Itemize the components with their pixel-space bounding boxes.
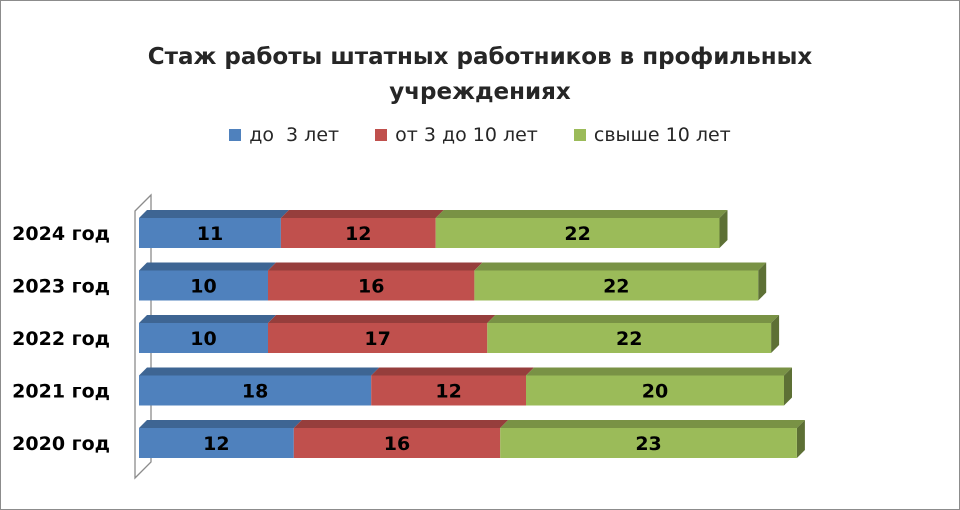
- chart-title: Стаж работы штатных работников в профиль…: [130, 40, 830, 110]
- data-label-3-to-10-years-2021: 12: [435, 381, 461, 403]
- data-label-3-to-10-years-2024: 12: [345, 223, 371, 245]
- bar-3-to-10-years-2022: [268, 323, 488, 353]
- category-label-2024: 2024 год: [12, 223, 110, 245]
- bar-over-10-years-2023: [474, 270, 759, 301]
- data-label-3-to-10-years-2023: 16: [358, 276, 384, 298]
- legend-label-over-10-years: свыше 10 лет: [593, 124, 731, 146]
- bar-top-3-to-10-years-2020: [293, 420, 509, 428]
- bar-over-10-years-2024: [435, 218, 720, 248]
- y-axis-wall: [134, 193, 152, 480]
- legend-item-under-3-years: до 3 лет: [229, 124, 339, 146]
- bar-over-10-years-2020: [500, 428, 797, 458]
- data-label-over-10-years-2023: 22: [603, 276, 629, 298]
- category-label-2022: 2022 год: [12, 328, 110, 350]
- bar-side-over-10-years-2023: [758, 262, 767, 301]
- bar-3-to-10-years-2021: [371, 375, 526, 406]
- bar-3-to-10-years-2023: [268, 270, 475, 301]
- bar-under-3-years-2024: [139, 218, 281, 248]
- bar-top-under-3-years-2023: [139, 262, 276, 271]
- data-label-3-to-10-years-2020: 16: [384, 433, 410, 455]
- bar-top-3-to-10-years-2024: [280, 210, 444, 218]
- category-label-2020: 2020 год: [12, 433, 110, 455]
- bar-top-under-3-years-2020: [139, 420, 302, 428]
- bar-top-3-to-10-years-2021: [371, 367, 534, 376]
- chart-title-line-2: учреждениях: [389, 79, 571, 105]
- bar-top-over-10-years-2021: [526, 367, 792, 376]
- bar-over-10-years-2022: [487, 323, 772, 353]
- bar-under-3-years-2020: [139, 428, 294, 458]
- legend-swatch-3-to-10-years: [375, 129, 388, 141]
- bar-3-to-10-years-2024: [280, 218, 436, 248]
- data-label-over-10-years-2021: 20: [642, 381, 668, 403]
- category-label-2021: 2021 год: [12, 381, 110, 403]
- category-label-2023: 2023 год: [12, 276, 110, 298]
- data-label-under-3-years-2024: 11: [197, 223, 223, 245]
- bar-under-3-years-2021: [139, 375, 372, 406]
- legend-item-over-10-years: свыше 10 лет: [573, 124, 731, 146]
- data-label-over-10-years-2024: 22: [564, 223, 590, 245]
- legend-label-under-3-years: до 3 лет: [249, 124, 340, 146]
- bar-side-over-10-years-2020: [796, 420, 805, 458]
- bar-side-over-10-years-2022: [771, 315, 780, 353]
- bar-top-over-10-years-2020: [500, 420, 805, 428]
- bar-side-over-10-years-2024: [719, 210, 728, 248]
- data-label-under-3-years-2023: 10: [190, 276, 216, 298]
- bar-over-10-years-2021: [526, 375, 784, 406]
- bar-top-3-to-10-years-2022: [268, 315, 496, 323]
- legend-swatch-over-10-years: [573, 129, 586, 141]
- chart-legend: до 3 лет от 3 до 10 лет свыше 10 лет: [0, 124, 960, 146]
- bar-3-to-10-years-2020: [293, 428, 501, 458]
- data-label-under-3-years-2020: 12: [203, 433, 229, 455]
- legend-item-3-to-10-years: от 3 до 10 лет: [375, 124, 538, 146]
- data-label-under-3-years-2022: 10: [190, 328, 216, 350]
- data-label-under-3-years-2021: 18: [242, 381, 268, 403]
- data-label-over-10-years-2022: 22: [616, 328, 642, 350]
- bar-top-under-3-years-2022: [139, 315, 276, 323]
- legend-label-3-to-10-years: от 3 до 10 лет: [395, 124, 538, 146]
- data-label-3-to-10-years-2022: 17: [364, 328, 390, 350]
- data-label-over-10-years-2020: 23: [635, 433, 661, 455]
- bar-under-3-years-2022: [139, 323, 268, 353]
- bar-top-over-10-years-2022: [487, 315, 780, 323]
- legend-swatch-under-3-years: [229, 129, 242, 141]
- bar-top-under-3-years-2021: [139, 367, 380, 376]
- bar-top-3-to-10-years-2023: [268, 262, 483, 271]
- chart-title-line-1: Стаж работы штатных работников в профиль…: [147, 44, 813, 70]
- bar-side-over-10-years-2021: [784, 367, 792, 406]
- bar-top-over-10-years-2024: [435, 210, 728, 218]
- bar-under-3-years-2023: [139, 270, 268, 301]
- bar-top-over-10-years-2023: [474, 262, 767, 271]
- bar-top-under-3-years-2024: [139, 210, 289, 218]
